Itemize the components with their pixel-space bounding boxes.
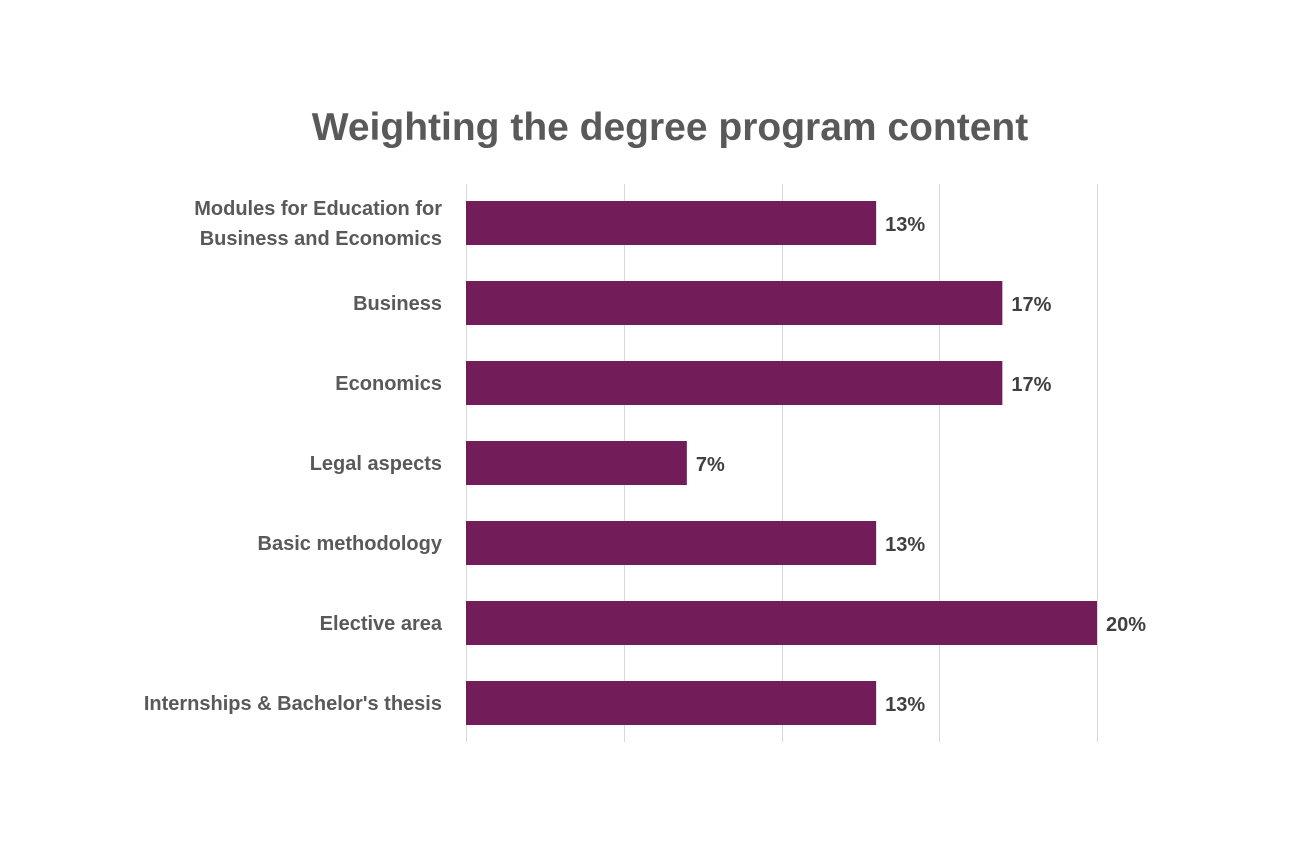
bar-0 bbox=[466, 201, 877, 245]
category-label-5: Elective area bbox=[320, 613, 443, 635]
category-label-4: Basic methodology bbox=[258, 533, 443, 555]
category-label-0: Modules for Education for Business and Ec… bbox=[194, 198, 442, 250]
bar-6 bbox=[466, 681, 877, 725]
category-label-3: Legal aspects bbox=[310, 453, 442, 475]
category-label-1: Business bbox=[353, 293, 442, 315]
bar-4 bbox=[466, 521, 877, 565]
category-label-6: Internships & Bachelor's thesis bbox=[144, 693, 442, 715]
category-label-2: Economics bbox=[335, 373, 442, 395]
data-label-4: 13% bbox=[885, 534, 925, 556]
bar-1 bbox=[466, 281, 1003, 325]
bar-2 bbox=[466, 361, 1003, 405]
data-label-0: 13% bbox=[885, 214, 925, 236]
data-label-2: 17% bbox=[1011, 374, 1051, 396]
data-label-5: 20% bbox=[1106, 614, 1146, 636]
data-label-1: 17% bbox=[1011, 294, 1051, 316]
data-label-3: 7% bbox=[696, 454, 725, 476]
bar-3 bbox=[466, 441, 687, 485]
bar-5 bbox=[466, 601, 1097, 645]
data-label-6: 13% bbox=[885, 694, 925, 716]
chart-title: Weighting the degree program content bbox=[311, 106, 1029, 149]
